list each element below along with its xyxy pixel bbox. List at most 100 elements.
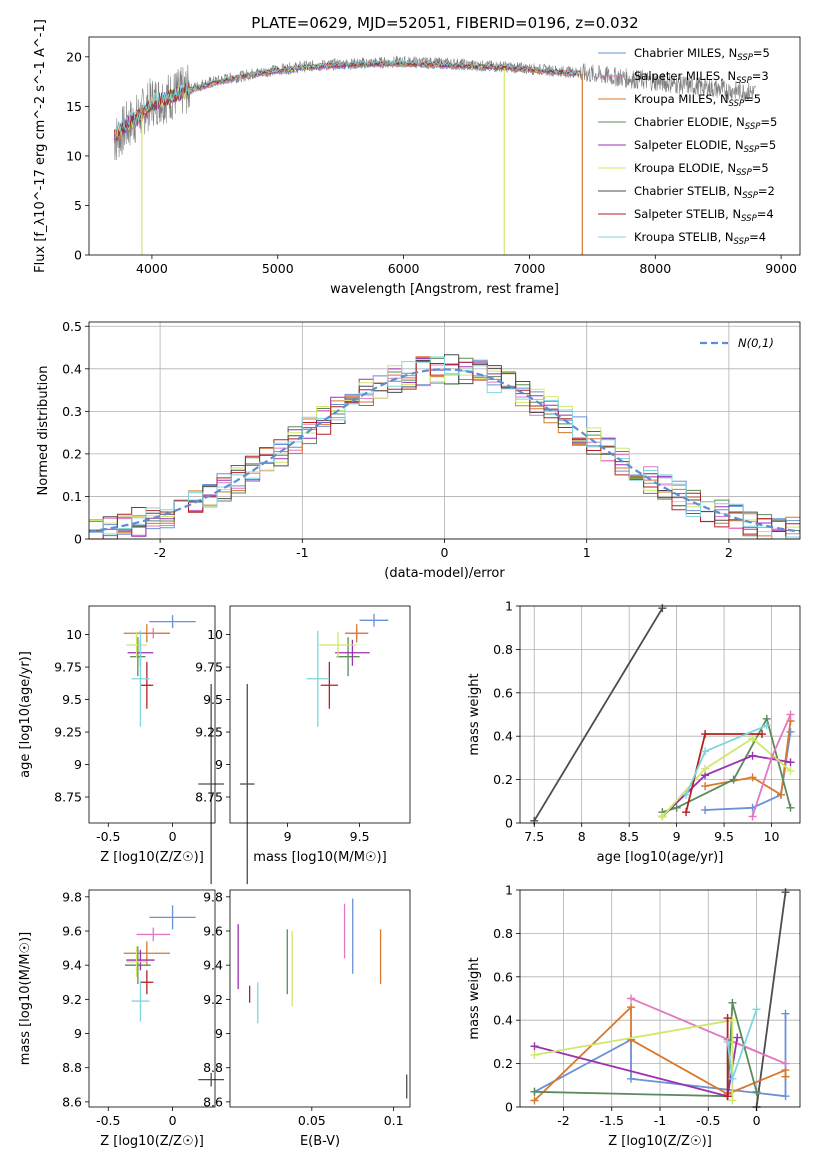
model-spectrum-line [113, 60, 580, 142]
mass-weight-point [752, 1005, 761, 1014]
y-tick-label: 0.8 [493, 642, 513, 657]
y-tick-label: 0.8 [493, 926, 513, 941]
x-tick-label: -1 [296, 545, 308, 560]
mass-weight-point [658, 604, 667, 613]
y-axis-label: mass weight [467, 673, 482, 755]
legend-label-main: Salpeter STELIB, N [634, 207, 741, 221]
x-tick-label: 9.5 [714, 829, 734, 844]
y-tick-label: 0 [505, 816, 513, 831]
axes-frame: 4000 5000 6000 7000 8000 9000 0 5 10 15 20 waveleng… [33, 19, 801, 297]
x-tick-label: 8000 [639, 261, 671, 276]
model-spectrum-line [113, 60, 580, 138]
x-tick-label: 7.5 [524, 829, 544, 844]
y-tick-label: 9.4 [203, 958, 223, 973]
x-axis-label: wavelength [Angstrom, rest frame] [330, 282, 559, 297]
plot-area [530, 604, 795, 825]
plot-area [88, 354, 801, 540]
axes-border [229, 605, 411, 824]
observed-spectrum-line [113, 55, 756, 161]
legend-label-main: Chabrier ELODIE, N [634, 115, 745, 129]
y-tick-label: 0.2 [62, 446, 82, 461]
mass-weight-point [530, 1050, 539, 1059]
y-tick-label: 10 [66, 627, 82, 642]
mass-weight-point [728, 1074, 737, 1083]
x-tick-label: -1.5 [600, 1113, 624, 1128]
y-tick-label: 9.8 [62, 889, 82, 904]
y-tick-label: 9 [74, 1026, 82, 1041]
x-axis-label: (data-model)/error [384, 566, 505, 581]
plot-area [123, 905, 224, 1087]
mass-weight-point [627, 994, 636, 1003]
age-vs-metallicity-panel: -0.5 0 8.75 9 9.25 9.5 9.75 10 Z [log10(Z/Z☉)] ag… [18, 605, 224, 885]
legend-label: Chabrier ELODIE, NSSP=5 [634, 115, 777, 132]
y-tick-label: 10 [207, 627, 223, 642]
legend-label-suffix: =3 [752, 69, 769, 83]
x-tick-label: 8.5 [619, 829, 639, 844]
mass-weight-point [762, 721, 771, 730]
mass-weight-point [786, 727, 795, 736]
y-tick-label: 1 [505, 883, 513, 898]
mass-weight-point [701, 730, 710, 739]
legend-label: Kroupa STELIB, NSSP=4 [634, 230, 766, 247]
legend-label-suffix: =4 [749, 230, 766, 244]
x-axis-label: E(B-V) [300, 1134, 340, 1149]
x-tick-label: 6000 [388, 261, 420, 276]
y-tick-label: 9.25 [54, 725, 82, 740]
legend-label-subscript: SSP [742, 191, 758, 201]
weight-vs-metallicity-panel: -2 -1.5 -1 -0.5 0 0 0.2 0.4 0.6 0.8 1 Z [log10(Z/Z☉… [467, 883, 801, 1149]
y-axis-label: mass weight [467, 957, 482, 1039]
mass-weight-point [701, 805, 710, 814]
mass-weight-point [758, 730, 767, 739]
gridlines [520, 605, 800, 824]
y-tick-label: 8.75 [195, 790, 223, 805]
legend: N(0,1) [700, 336, 774, 350]
mass-weight-point [627, 1074, 636, 1083]
mass-weight-point [748, 812, 757, 821]
model-spectrum-line [113, 61, 580, 144]
x-tick-label: -0.5 [96, 1113, 120, 1128]
weight-vs-age-panel: 7.5 8 8.5 9 9.5 10 0 0.2 0.4 0.6 0.8 1 age [log10(ag… [467, 599, 801, 865]
mass-weight-point [723, 1092, 732, 1101]
y-tick-label: 0.4 [493, 729, 513, 744]
plot-area [123, 615, 224, 885]
x-tick-label: 0 [441, 545, 449, 560]
axes-frame: -2 -1 0 1 2 0 0.1 0.2 0.3 0.4 0.5 (data-model)/erro… [36, 319, 801, 581]
legend-label-suffix: =5 [760, 115, 777, 129]
axes-frame: 7.5 8 8.5 9 9.5 10 0 0.2 0.4 0.6 0.8 1 age [log10(ag… [467, 599, 801, 865]
x-tick-label: 9000 [765, 261, 797, 276]
x-tick-label: 9.5 [350, 829, 370, 844]
mass-weight-point [682, 790, 691, 799]
y-tick-label: 9.2 [62, 992, 82, 1007]
x-tick-label: 2 [725, 545, 733, 560]
y-tick-label: 0 [74, 248, 82, 263]
legend-label-subscript: SSP [736, 168, 752, 178]
legend-label-subscript: SSP [737, 53, 753, 63]
x-tick-label: 5000 [262, 261, 294, 276]
y-tick-label: 9.5 [62, 692, 82, 707]
y-tick-label: 0.6 [493, 685, 513, 700]
mass-vs-ebv-panel: 0.05 0.1 8.6 8.8 9 9.2 9.4 9.6 9.8 E(B-V) [203, 889, 411, 1149]
plot-area [237, 898, 408, 1099]
y-tick-label: 9.4 [62, 958, 82, 973]
y-tick-label: 8.75 [54, 790, 82, 805]
x-axis-label: age [log10(age/yr)] [597, 850, 724, 865]
legend-label-subscript: SSP [736, 76, 752, 86]
y-axis-label: Normed distribution [36, 366, 51, 496]
y-tick-label: 9.6 [62, 924, 82, 939]
x-tick-label: -1 [654, 1113, 666, 1128]
legend-label-suffix: =5 [759, 138, 776, 152]
mass-weight-line [755, 892, 787, 1108]
axes-border [519, 889, 801, 1108]
x-axis-label: Z [log10(Z/Z☉)] [100, 850, 204, 865]
y-tick-label: 15 [66, 99, 82, 114]
y-tick-label: 9 [74, 757, 82, 772]
y-tick-label: 8.8 [203, 1060, 223, 1075]
plot-area [113, 55, 756, 255]
spectrum-panel: 4000 5000 6000 7000 8000 9000 0 5 10 15 20 waveleng… [33, 19, 801, 297]
y-tick-label: 0.4 [493, 1013, 513, 1028]
mass-vs-metallicity-panel: -0.5 0 8.6 8.8 9 9.2 9.4 9.6 9.8 Z [log10(Z/Z☉)] m… [18, 889, 224, 1149]
legend-label-suffix: =5 [753, 46, 770, 60]
axes-frame: 9 9.5 8.75 9 9.25 9.5 9.75 10 mass [log10(M/M☉)] [195, 605, 411, 865]
mass-weight-point [530, 1042, 539, 1051]
y-tick-label: 8.6 [62, 1094, 82, 1109]
